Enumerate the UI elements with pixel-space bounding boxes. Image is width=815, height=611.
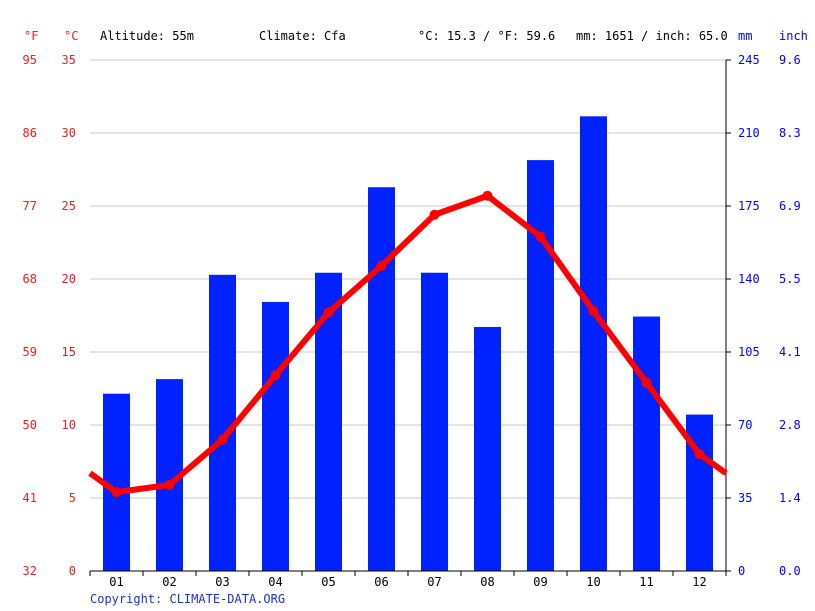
month-label-09: 09 xyxy=(533,575,547,589)
month-label-04: 04 xyxy=(268,575,282,589)
fahrenheit-tick-label: 32 xyxy=(23,564,37,578)
fahrenheit-unit-label: °F xyxy=(24,29,38,43)
grid-lines xyxy=(90,59,726,499)
fahrenheit-tick-label: 86 xyxy=(23,126,37,140)
month-label-03: 03 xyxy=(215,575,229,589)
month-label-11: 11 xyxy=(639,575,653,589)
inch-tick-label: 9.6 xyxy=(779,53,801,67)
mm-tick-label: 245 xyxy=(738,53,760,67)
axes xyxy=(89,59,731,576)
fahrenheit-tick-label: 41 xyxy=(23,491,37,505)
fahrenheit-tick-label: 50 xyxy=(23,418,37,432)
celsius-tick-label: 15 xyxy=(62,345,76,359)
climate-label: Climate: Cfa xyxy=(259,29,346,43)
celsius-tick-label: 20 xyxy=(62,272,76,286)
mm-tick-label: 105 xyxy=(738,345,760,359)
mm-tick-label: 70 xyxy=(738,418,752,432)
precipitation-bar-06 xyxy=(368,187,395,571)
precipitation-bars xyxy=(103,116,713,572)
celsius-unit-label: °C xyxy=(64,29,78,43)
temperature-point-01 xyxy=(111,487,122,498)
mm-tick-label: 210 xyxy=(738,126,760,140)
inch-tick-label: 4.1 xyxy=(779,345,801,359)
precipitation-bar-10 xyxy=(580,116,607,572)
temperature-point-10 xyxy=(588,306,599,317)
temperature-point-02 xyxy=(164,479,175,490)
temperature-point-04 xyxy=(270,370,281,381)
altitude-label: Altitude: 55m xyxy=(100,29,194,43)
month-label-10: 10 xyxy=(586,575,600,589)
month-label-07: 07 xyxy=(427,575,441,589)
month-label-01: 01 xyxy=(109,575,123,589)
fahrenheit-tick-label: 77 xyxy=(23,199,37,213)
fahrenheit-tick-label: 95 xyxy=(23,53,37,67)
month-label-02: 02 xyxy=(162,575,176,589)
inch-tick-label: 1.4 xyxy=(779,491,801,505)
mm-tick-label: 140 xyxy=(738,272,760,286)
temperature-point-08 xyxy=(482,190,493,201)
fahrenheit-tick-label: 68 xyxy=(23,272,37,286)
temperature-point-06 xyxy=(376,260,387,271)
inch-tick-label: 2.8 xyxy=(779,418,801,432)
temperature-point-09 xyxy=(535,231,546,242)
mm-tick-label: 0 xyxy=(738,564,745,578)
precipitation-bar-07 xyxy=(421,272,448,571)
copyright-link[interactable]: Copyright: CLIMATE-DATA.ORG xyxy=(90,592,286,606)
average-temperature-label: °C: 15.3 / °F: 59.6 xyxy=(418,29,555,43)
precipitation-bar-09 xyxy=(527,160,554,571)
month-label-12: 12 xyxy=(692,575,706,589)
inch-tick-label: 6.9 xyxy=(779,199,801,213)
month-label-08: 08 xyxy=(480,575,494,589)
temperature-point-12 xyxy=(694,449,705,460)
fahrenheit-tick-label: 59 xyxy=(23,345,37,359)
inch-tick-label: 5.5 xyxy=(779,272,801,286)
precipitation-bar-04 xyxy=(262,301,289,571)
precipitation-bar-08 xyxy=(474,326,501,571)
axis-tick-labels: 3241505968778695051015202530350357010514… xyxy=(23,53,801,589)
precipitation-bar-11 xyxy=(633,316,660,571)
celsius-tick-label: 5 xyxy=(69,491,76,505)
temperature-point-05 xyxy=(323,307,334,318)
temperature-line xyxy=(88,192,728,496)
temperature-series xyxy=(88,190,728,498)
celsius-tick-label: 0 xyxy=(69,564,76,578)
month-label-05: 05 xyxy=(321,575,335,589)
month-label-06: 06 xyxy=(374,575,388,589)
mm-unit-label: mm xyxy=(738,29,752,43)
mm-tick-label: 175 xyxy=(738,199,760,213)
celsius-tick-label: 10 xyxy=(62,418,76,432)
celsius-tick-label: 35 xyxy=(62,53,76,67)
temperature-point-11 xyxy=(641,377,652,388)
temperature-point-07 xyxy=(429,209,440,220)
inch-tick-label: 8.3 xyxy=(779,126,801,140)
mm-tick-label: 35 xyxy=(738,491,752,505)
inch-unit-label: inch xyxy=(779,29,808,43)
inch-tick-label: 0.0 xyxy=(779,564,801,578)
precipitation-total-label: mm: 1651 / inch: 65.0 xyxy=(576,29,728,43)
temperature-point-03 xyxy=(217,434,228,445)
celsius-tick-label: 25 xyxy=(62,199,76,213)
celsius-tick-label: 30 xyxy=(62,126,76,140)
precipitation-bar-03 xyxy=(209,274,236,571)
